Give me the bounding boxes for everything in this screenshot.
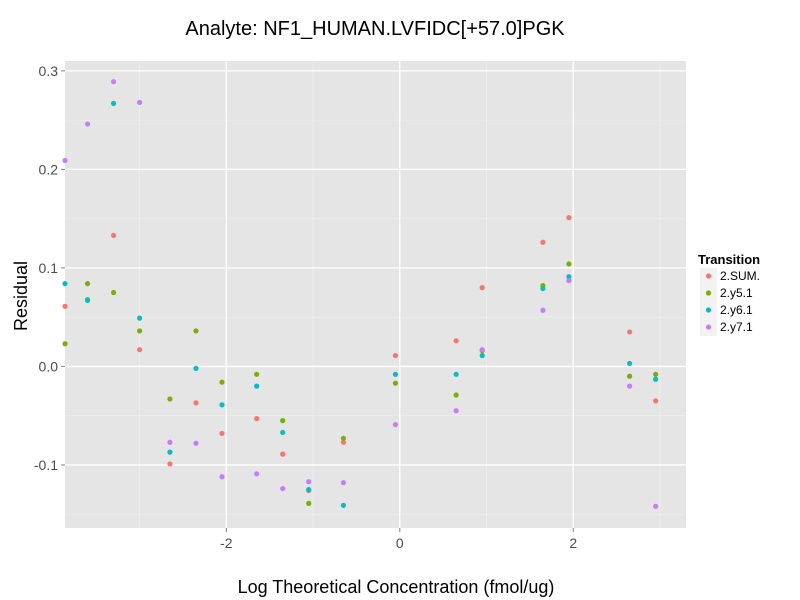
point-2-y6-1 bbox=[193, 365, 199, 371]
point-2-y6-1 bbox=[219, 402, 225, 408]
point-2-y5-1 bbox=[453, 392, 459, 398]
point-2-sum bbox=[110, 232, 117, 238]
point-2-y6-1 bbox=[280, 429, 286, 436]
point-2-y7-1 bbox=[84, 121, 91, 127]
minor-gridlines bbox=[65, 61, 686, 528]
point-2-y6-1 bbox=[254, 383, 260, 389]
point-2-y6-1 bbox=[540, 285, 546, 292]
point-2-y5-1 bbox=[62, 341, 68, 347]
legend-key-2-y6-1 bbox=[705, 307, 712, 313]
point-2-sum bbox=[219, 430, 225, 437]
point-2-sum bbox=[193, 400, 199, 406]
point-2-y5-1 bbox=[167, 396, 173, 402]
legend-label: 2.y6.1 bbox=[720, 303, 753, 317]
point-2-y6-1 bbox=[84, 297, 91, 304]
x-axis-title: Log Theoretical Concentration (fmol/ug) bbox=[238, 577, 555, 597]
point-2-y6-1 bbox=[453, 371, 459, 377]
legend-label: 2.y5.1 bbox=[720, 286, 753, 300]
point-2-y5-1 bbox=[254, 371, 260, 377]
point-2-y6-1 bbox=[392, 371, 399, 377]
y-axis-title: Residual bbox=[11, 261, 31, 331]
point-2-y7-1 bbox=[306, 479, 312, 485]
point-2-y7-1 bbox=[219, 474, 225, 480]
point-2-y5-1 bbox=[653, 371, 659, 377]
point-2-y7-1 bbox=[653, 503, 659, 509]
x-tick-label: 0 bbox=[396, 535, 404, 551]
major-gridlines bbox=[65, 61, 686, 528]
point-2-y6-1 bbox=[653, 376, 659, 382]
plot-panel bbox=[65, 61, 686, 528]
point-2-y5-1 bbox=[306, 500, 312, 506]
point-2-y6-1 bbox=[167, 449, 173, 455]
y-axis: -0.1 0.0 0.1 0.2 0.3 bbox=[34, 63, 65, 473]
point-2-y6-1 bbox=[566, 274, 572, 280]
point-2-sum bbox=[280, 451, 286, 457]
point-2-y7-1 bbox=[110, 79, 117, 85]
legend-key-2-y5-1 bbox=[705, 290, 712, 296]
point-2-y6-1 bbox=[306, 486, 312, 493]
legend-label: 2.SUM. bbox=[720, 269, 760, 283]
point-2-y6-1 bbox=[627, 360, 633, 367]
point-2-y6-1 bbox=[340, 502, 347, 508]
legend: Transition 2.SUM. 2.y5.1 2.y6.1 2.y7.1 bbox=[698, 252, 760, 336]
point-2-sum bbox=[62, 303, 68, 309]
point-2-y6-1 bbox=[62, 281, 68, 287]
point-2-sum bbox=[167, 461, 173, 467]
point-2-sum bbox=[627, 329, 633, 335]
point-2-y7-1 bbox=[479, 347, 485, 353]
y-tick-label: 0.3 bbox=[39, 63, 59, 79]
point-2-y6-1 bbox=[136, 315, 143, 321]
point-2-y6-1 bbox=[110, 100, 117, 106]
point-2-sum bbox=[340, 439, 347, 445]
point-2-y5-1 bbox=[219, 379, 225, 385]
point-2-sum bbox=[136, 347, 143, 353]
x-tick-label: -2 bbox=[220, 535, 233, 551]
point-2-y7-1 bbox=[340, 480, 347, 486]
point-2-y5-1 bbox=[566, 261, 572, 267]
y-tick-label: -0.1 bbox=[34, 457, 58, 473]
legend-key-2-sum bbox=[705, 273, 712, 279]
data-points bbox=[62, 79, 659, 509]
point-2-y5-1 bbox=[110, 289, 117, 296]
legend-key-2-y7-1 bbox=[705, 324, 712, 330]
point-2-y7-1 bbox=[62, 157, 68, 164]
point-2-y5-1 bbox=[84, 281, 91, 287]
point-2-sum bbox=[392, 352, 399, 359]
point-2-sum bbox=[479, 285, 485, 291]
point-2-y5-1 bbox=[280, 418, 286, 424]
y-tick-label: 0.1 bbox=[39, 260, 59, 276]
legend-title: Transition bbox=[698, 252, 760, 267]
point-2-y5-1 bbox=[392, 380, 399, 386]
y-tick-label: 0.0 bbox=[39, 358, 59, 374]
point-2-y5-1 bbox=[627, 373, 633, 379]
chart-title: Analyte: NF1_HUMAN.LVFIDC[+57.0]PGK bbox=[185, 18, 565, 40]
point-2-sum bbox=[540, 239, 546, 245]
point-2-y7-1 bbox=[167, 439, 173, 445]
point-2-y5-1 bbox=[193, 328, 199, 334]
point-2-sum bbox=[453, 338, 459, 344]
point-2-y5-1 bbox=[340, 435, 347, 441]
point-2-y5-1 bbox=[136, 328, 143, 334]
point-2-y7-1 bbox=[392, 421, 399, 428]
point-2-y7-1 bbox=[566, 278, 572, 284]
x-tick-label: 2 bbox=[569, 535, 577, 551]
point-2-sum bbox=[653, 398, 659, 404]
point-2-y7-1 bbox=[136, 99, 143, 105]
legend-label: 2.y7.1 bbox=[720, 320, 753, 334]
y-tick-label: 0.2 bbox=[39, 161, 59, 177]
x-axis: -2 0 2 bbox=[220, 528, 577, 551]
point-2-sum bbox=[566, 215, 572, 221]
point-2-y7-1 bbox=[453, 408, 459, 414]
point-2-y7-1 bbox=[627, 383, 633, 389]
point-2-y7-1 bbox=[254, 471, 260, 477]
point-2-sum bbox=[254, 416, 260, 422]
point-2-y7-1 bbox=[193, 440, 199, 446]
point-2-y7-1 bbox=[540, 307, 546, 313]
point-2-y6-1 bbox=[479, 352, 485, 359]
point-2-y7-1 bbox=[280, 485, 286, 492]
